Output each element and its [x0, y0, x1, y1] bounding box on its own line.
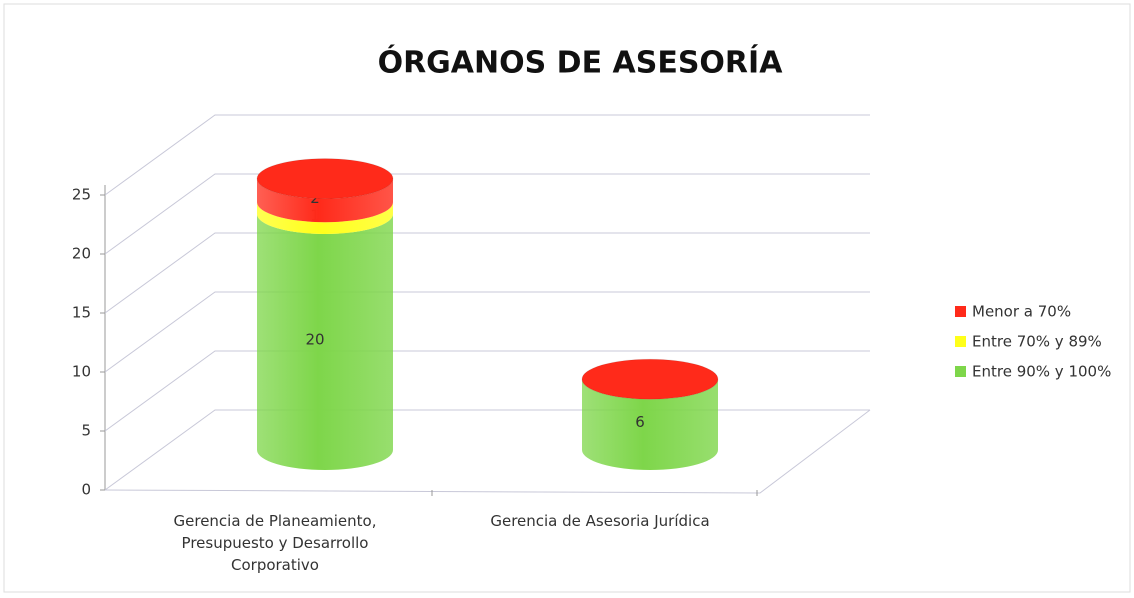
legend-label: Entre 70% y 89%: [972, 333, 1102, 351]
x-tick-label: Gerencia de Asesoria Jurídica: [490, 512, 710, 530]
chart-border: [3, 3, 1131, 593]
cylinder-segment: [257, 178, 393, 223]
grid-line: [104, 350, 870, 432]
legend-swatch: [955, 336, 966, 347]
x-tick-label: Gerencia de Planeamiento, Presupuesto y …: [173, 512, 377, 574]
cylinder-segment: [257, 202, 393, 234]
y-tick-label: 5: [81, 422, 91, 440]
data-label: 20: [305, 331, 324, 349]
y-tick-label: 20: [72, 245, 91, 263]
legend-label: Entre 90% y 100%: [972, 363, 1111, 381]
floor: [104, 409, 871, 494]
cylinder-cap: [581, 358, 719, 400]
cylinder-cap: [256, 158, 394, 200]
legend-label: Menor a 70%: [972, 303, 1071, 321]
grid-line: [104, 232, 870, 314]
cylinder-segment: [257, 214, 393, 470]
legend-swatch: [955, 306, 966, 317]
grid-line: [104, 173, 870, 255]
grid-line: [104, 114, 870, 196]
y-tick-label: 0: [81, 481, 91, 499]
legend-swatch: [955, 366, 966, 377]
y-tick-label: 10: [72, 363, 91, 381]
cylinder-segment: [582, 379, 718, 470]
chart-title: ÓRGANOS DE ASESORÍA: [378, 44, 784, 81]
data-label: 6: [635, 413, 645, 431]
y-tick-label: 25: [72, 186, 91, 204]
y-tick-label: 15: [72, 304, 91, 322]
grid-line: [104, 291, 870, 373]
